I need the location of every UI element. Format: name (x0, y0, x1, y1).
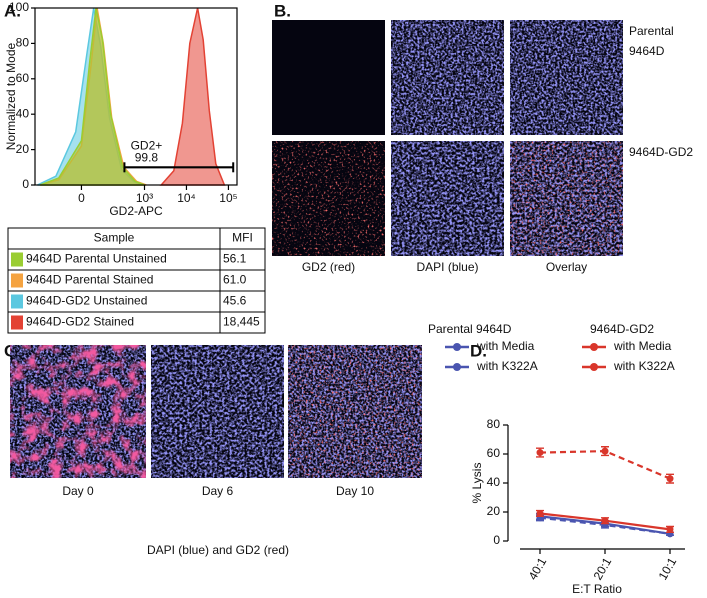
column-label: GD2 (red) (302, 260, 355, 274)
legend-title: Parental 9464D (428, 322, 512, 336)
table-header: Sample (94, 231, 135, 245)
stain-layer (272, 141, 385, 256)
table-cell: 61.0 (223, 273, 247, 287)
legend-marker (590, 363, 598, 371)
table-cell: 56.1 (223, 252, 247, 266)
table-cell: 9464D-GD2 Unstained (26, 294, 147, 308)
stain-layer (391, 141, 504, 256)
panel-label: B. (274, 1, 291, 20)
y-tick-label: 20 (16, 142, 30, 156)
y-tick-label: 20 (487, 504, 501, 518)
y-tick-label: 60 (16, 71, 30, 85)
legend-label: with Media (613, 339, 672, 353)
y-tick-label: 80 (16, 36, 30, 50)
caption: DAPI (blue) and GD2 (red) (147, 543, 289, 557)
y-tick-label: 0 (22, 177, 29, 191)
column-label: Overlay (546, 260, 587, 274)
micrograph (272, 20, 385, 135)
x-tick-label: 10⁵ (219, 191, 237, 205)
legend-swatch (11, 294, 23, 309)
legend-swatch (11, 315, 23, 330)
x-axis-label: GD2-APC (109, 204, 163, 218)
data-point (601, 447, 609, 455)
legend-marker (453, 343, 461, 351)
gate-percent: 99.8 (135, 150, 159, 164)
stain-layer (391, 20, 504, 135)
plot-frame (34, 7, 238, 186)
day-label: Day 0 (62, 484, 94, 498)
data-point (536, 509, 544, 517)
legend-swatch (11, 252, 23, 267)
histogram-area (39, 7, 145, 186)
stain-layer (510, 20, 623, 135)
table-frame (7, 227, 266, 334)
legend-label: with K322A (613, 359, 675, 373)
day-label: Day 6 (202, 484, 234, 498)
legend-title: 9464D-GD2 (590, 322, 654, 336)
table-cell: 45.6 (223, 294, 247, 308)
y-tick-label: 40 (16, 106, 30, 120)
y-tick-label: 100 (9, 0, 29, 14)
histogram-area (159, 7, 226, 186)
legend-marker (590, 343, 598, 351)
table-cell: 9464D Parental Stained (26, 273, 153, 287)
table-cell: 18,445 (223, 315, 260, 329)
x-tick-label: 20:1 (591, 555, 615, 583)
y-tick-label: 80 (487, 417, 501, 431)
x-tick-label: 0 (78, 191, 85, 205)
panel-label: A. (4, 1, 21, 20)
data-point (536, 449, 544, 457)
x-tick-label: 10⁴ (177, 191, 196, 205)
row-label: 9464D-GD2 (629, 145, 693, 159)
x-tick-label: 40:1 (526, 555, 550, 583)
row-label: Parental (629, 24, 674, 38)
column-label: DAPI (blue) (416, 260, 478, 274)
x-tick-label: 10:1 (656, 555, 680, 583)
data-point (666, 475, 674, 483)
row-label: 9464D (629, 44, 665, 58)
y-axis-label: Normalized to Mode (4, 42, 18, 150)
x-axis-label: E:T Ratio (572, 582, 622, 596)
data-point (601, 517, 609, 525)
table-cell: 9464D-GD2 Stained (26, 315, 134, 329)
x-tick-label: 10³ (136, 191, 153, 205)
legend-label: with K322A (476, 359, 538, 373)
table-cell: 9464D Parental Unstained (26, 252, 167, 266)
legend-swatch (11, 273, 23, 288)
stain-layer (288, 345, 422, 478)
y-tick-label: 40 (487, 475, 501, 489)
stain-layer (10, 345, 146, 478)
data-point (666, 525, 674, 533)
y-tick-label: 60 (487, 446, 501, 460)
gate-label: GD2+ (131, 138, 163, 152)
stain-layer (510, 141, 623, 256)
legend-label: with Media (476, 339, 535, 353)
y-tick-label: 0 (493, 533, 500, 547)
y-axis-label: % Lysis (470, 463, 484, 504)
stain-layer (151, 345, 284, 478)
legend-marker (453, 363, 461, 371)
table-header: MFI (232, 231, 253, 245)
panel-label: D. (470, 341, 487, 360)
day-label: Day 10 (336, 484, 374, 498)
